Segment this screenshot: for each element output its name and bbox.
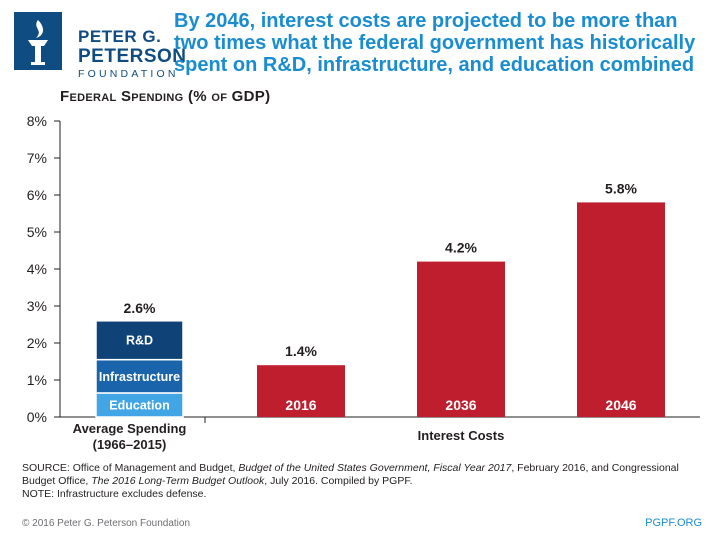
x-group-label: Interest Costs xyxy=(418,428,505,443)
page-title: By 2046, interest costs are projected to… xyxy=(174,10,696,76)
x-category-label: Average Spending xyxy=(73,421,187,436)
stacked-segment-rd xyxy=(95,320,184,361)
y-tick-label: 4% xyxy=(27,261,47,277)
logo-line2: PETERSON xyxy=(78,46,187,67)
source-suffix: , July 2016. Compiled by PGPF. xyxy=(264,475,413,487)
y-tick-label: 5% xyxy=(27,224,47,240)
y-tick-label: 6% xyxy=(27,187,47,203)
y-tick-label: 3% xyxy=(27,298,47,314)
bar-year-label: 2036 xyxy=(445,397,476,413)
y-tick-label: 8% xyxy=(27,113,47,129)
segment-label: Education xyxy=(109,398,169,412)
torch-logo-icon xyxy=(14,12,62,70)
x-category-label: (1966–2015) xyxy=(93,437,167,452)
source-mid: , February 2016, and Congressional Budge… xyxy=(22,462,679,487)
bar-value-label: 4.2% xyxy=(445,240,477,256)
stacked-segment-education xyxy=(95,392,184,418)
logo-line3: FOUNDATION xyxy=(78,68,179,80)
source-doc2: The 2016 Long-Term Budget Outlook xyxy=(91,475,265,487)
logo-line1: PETER G. xyxy=(78,27,162,46)
bar-year-label: 2016 xyxy=(285,397,316,413)
interest-bar-2036 xyxy=(417,261,505,417)
pgpf-logo: PETER G. PETERSON FOUNDATION xyxy=(14,12,186,79)
note: NOTE: Infrastructure excludes defense. xyxy=(22,488,207,500)
y-tick-label: 7% xyxy=(27,150,47,166)
interest-bar-2016 xyxy=(257,365,345,417)
site-link[interactable]: PGPF.ORG xyxy=(645,517,702,529)
source-prefix: SOURCE: Office of Management and Budget, xyxy=(22,462,239,474)
bar-year-label: 2046 xyxy=(605,397,636,413)
y-tick-label: 0% xyxy=(27,409,47,425)
bar-value-label: 5.8% xyxy=(605,180,637,196)
chart-subtitle: Federal Spending (% of GDP) xyxy=(60,88,271,105)
y-tick-label: 2% xyxy=(27,335,47,351)
bar-value-label: 1.4% xyxy=(285,343,317,359)
stacked-total-label: 2.6% xyxy=(124,300,156,316)
segment-label: Infrastructure xyxy=(99,370,180,384)
segment-label: R&D xyxy=(126,334,153,348)
interest-bar-2046 xyxy=(577,202,665,417)
source-note: SOURCE: Office of Management and Budget,… xyxy=(22,462,702,501)
stacked-segment-infrastructure xyxy=(95,358,184,394)
source-doc1: Budget of the United States Government, … xyxy=(238,462,512,474)
y-tick-label: 1% xyxy=(27,372,47,388)
copyright: © 2016 Peter G. Peterson Foundation xyxy=(22,518,191,529)
